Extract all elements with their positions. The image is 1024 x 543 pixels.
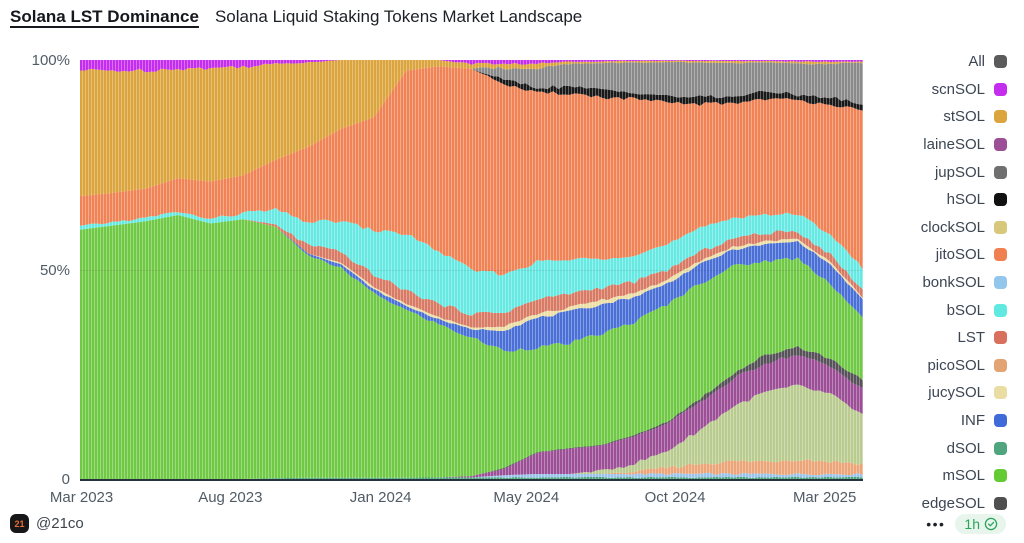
legend-label: stSOL (943, 108, 985, 126)
legend-label: hSOL (946, 191, 985, 209)
legend-swatch (994, 414, 1007, 428)
area-series-bonksol (80, 472, 863, 479)
legend-label: scnSOL (931, 80, 985, 98)
legend-swatch (994, 248, 1007, 262)
legend-item-all[interactable]: All (877, 48, 1007, 76)
area-series-hsol (80, 66, 863, 197)
legend: All scnSOL stSOL laineSOL jupSOL hSOL clockSOL… (877, 48, 1007, 513)
legend-item-lst[interactable]: LST (877, 324, 1007, 352)
footer: 21 @21co ••• 1h (0, 513, 1024, 539)
legend-label: bSOL (946, 301, 985, 319)
legend-label: All (968, 53, 985, 71)
legend-swatch (994, 220, 1007, 234)
area-series-stsol (80, 60, 863, 197)
area-series-scnsol (80, 60, 863, 73)
verified-icon (984, 517, 998, 531)
more-options-button[interactable]: ••• (926, 516, 946, 532)
author-avatar: 21 (10, 514, 29, 533)
legend-label: edgeSOL (921, 494, 985, 512)
legend-item-dsol[interactable]: dSOL (877, 434, 1007, 462)
legend-label: picoSOL (927, 356, 985, 374)
legend-label: mSOL (942, 467, 985, 485)
legend-item-jupsol[interactable]: jupSOL (877, 158, 1007, 186)
chart-header: Solana LST Dominance Solana Liquid Stakin… (10, 7, 582, 27)
legend-label: clockSOL (920, 218, 985, 236)
legend-item-inf[interactable]: INF (877, 407, 1007, 435)
area-series-dsol (80, 476, 863, 479)
legend-label: jupSOL (934, 163, 985, 181)
legend-label: bonkSOL (922, 274, 985, 292)
x-tick-label: Oct 2024 (644, 489, 706, 506)
legend-item-stsol[interactable]: stSOL (877, 103, 1007, 131)
legend-label: LST (957, 329, 985, 347)
legend-swatch (994, 110, 1007, 124)
legend-swatch (994, 496, 1007, 510)
legend-label: laineSOL (923, 136, 985, 154)
freshness-label: 1h (964, 516, 980, 532)
legend-item-bsol[interactable]: bSOL (877, 296, 1007, 324)
x-tick-label: Mar 2025 (792, 489, 857, 506)
legend-item-scnsol[interactable]: scnSOL (877, 76, 1007, 104)
x-tick-label: May 2024 (493, 489, 560, 506)
legend-swatch (994, 55, 1007, 69)
legend-swatch (994, 276, 1007, 290)
x-tick-label: Aug 2023 (198, 489, 263, 506)
legend-item-edgesol[interactable]: edgeSOL (877, 490, 1007, 514)
legend-swatch (994, 138, 1007, 152)
area-series-clocksol (80, 384, 863, 479)
area-series-msol (80, 215, 863, 479)
author[interactable]: 21 @21co (10, 514, 84, 533)
legend-swatch (994, 386, 1007, 400)
legend-item-jucysol[interactable]: jucySOL (877, 379, 1007, 407)
legend-label: INF (960, 412, 985, 430)
legend-swatch (994, 193, 1007, 207)
legend-swatch (994, 441, 1007, 455)
y-tick-label: 100% (31, 52, 70, 69)
freshness-badge[interactable]: 1h (955, 514, 1006, 534)
legend-item-picosol[interactable]: picoSOL (877, 352, 1007, 380)
chart-title: Solana LST Dominance (10, 7, 199, 26)
legend-item-jitosol[interactable]: jitoSOL (877, 241, 1007, 269)
legend-label: dSOL (946, 439, 985, 457)
legend-swatch (994, 165, 1007, 179)
legend-swatch (994, 331, 1007, 345)
x-tick-label: Jan 2024 (349, 489, 412, 506)
area-series-picosol (80, 459, 863, 479)
y-tick-label: 50% (39, 261, 70, 279)
y-tick-label: 0 (61, 471, 70, 488)
legend-item-msol[interactable]: mSOL (877, 462, 1007, 490)
legend-label: jitoSOL (935, 246, 985, 264)
plot-area[interactable] (80, 60, 863, 481)
legend-swatch (994, 303, 1007, 317)
stacked-area-chart (80, 60, 863, 479)
legend-label: jucySOL (928, 384, 985, 402)
chart-subtitle: Solana Liquid Staking Tokens Market Land… (214, 7, 583, 26)
legend-swatch (994, 358, 1007, 372)
x-tick-label: Mar 2023 (49, 489, 114, 506)
legend-swatch (994, 469, 1007, 483)
legend-item-clocksol[interactable]: clockSOL (877, 214, 1007, 242)
area-series-jitosol (80, 66, 863, 276)
area-series-bsol (80, 208, 863, 316)
legend-swatch (994, 82, 1007, 96)
area-series-lainesol (80, 355, 863, 479)
legend-item-hsol[interactable]: hSOL (877, 186, 1007, 214)
author-handle: @21co (36, 515, 84, 532)
area-series-jupsol (80, 61, 863, 197)
legend-item-bonksol[interactable]: bonkSOL (877, 269, 1007, 297)
legend-item-lainesol[interactable]: laineSOL (877, 131, 1007, 159)
